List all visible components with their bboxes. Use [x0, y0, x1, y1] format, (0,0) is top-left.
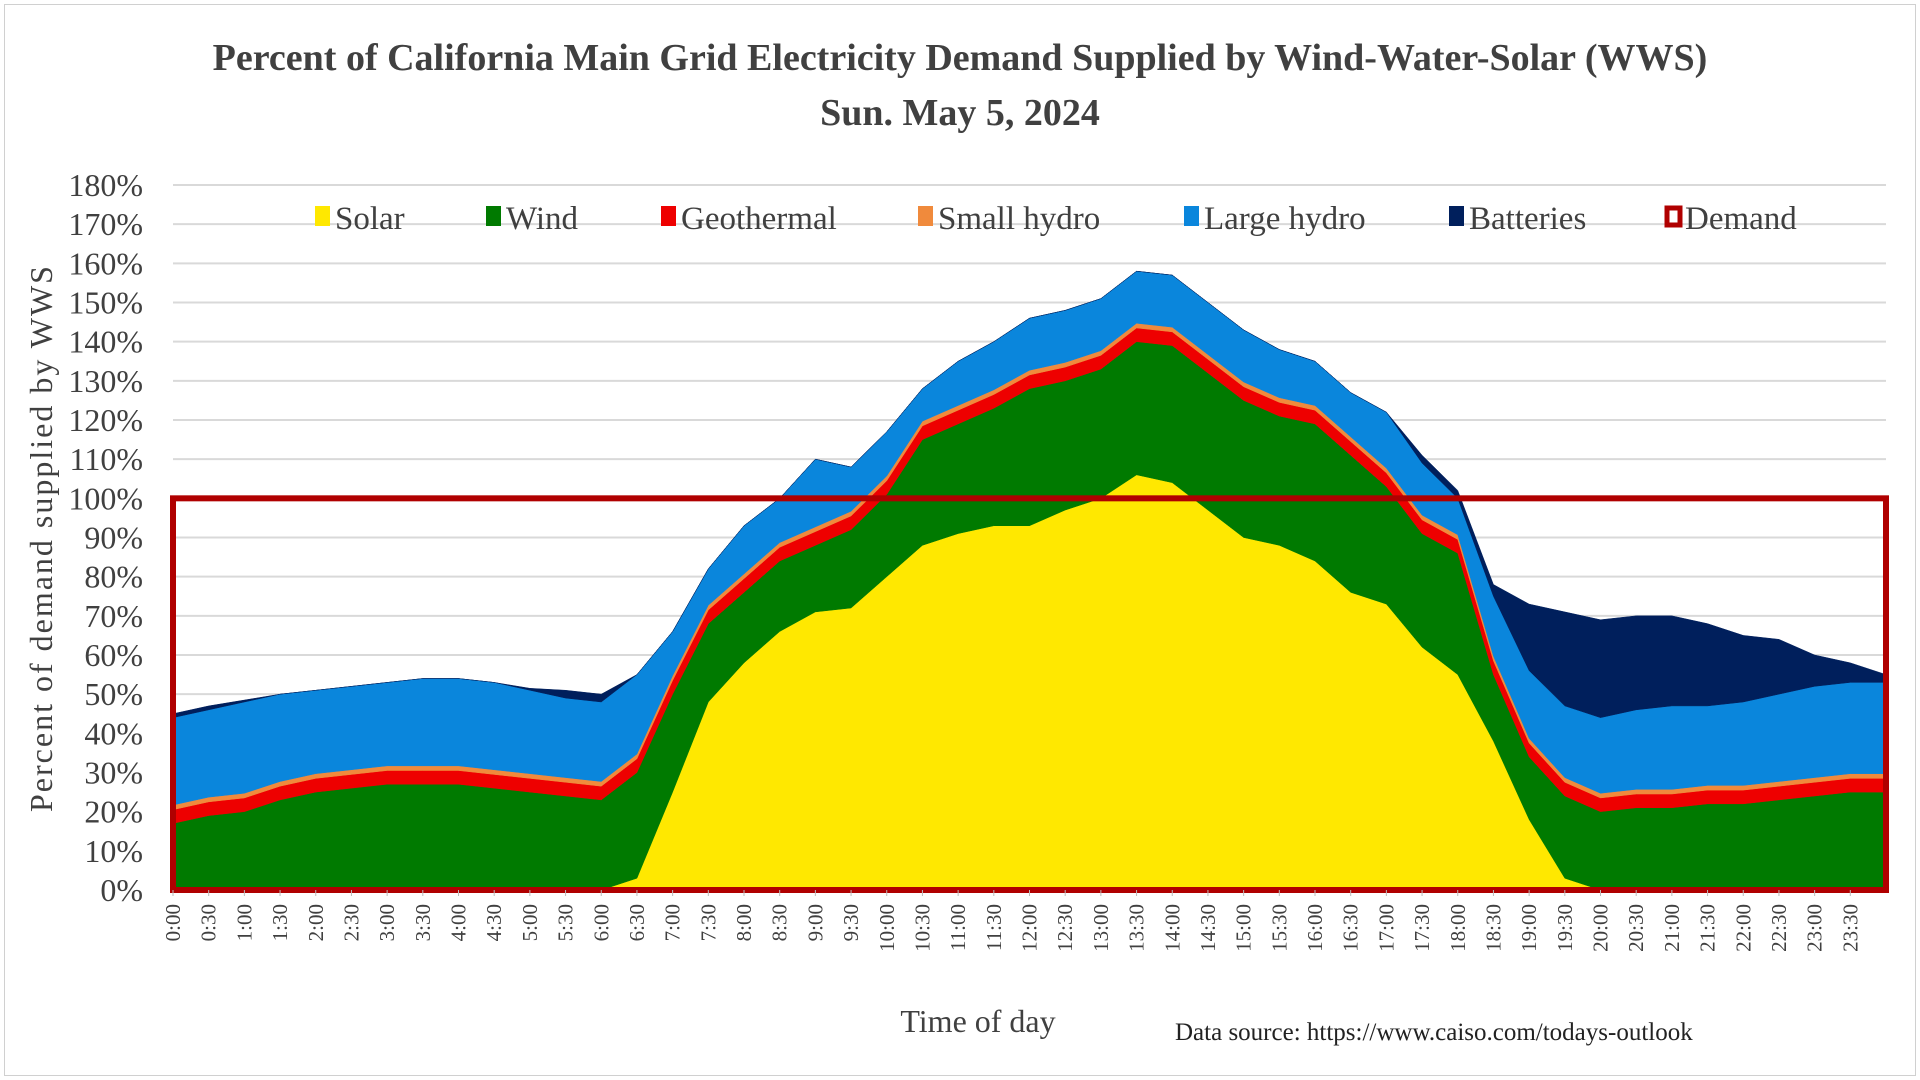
x-tick-label: 12:00 [1018, 904, 1042, 952]
x-tick-label: 18:30 [1481, 904, 1505, 952]
x-tick-label: 21:30 [1696, 904, 1720, 952]
y-tick-label: 30% [84, 755, 143, 791]
x-tick-label: 20:30 [1624, 904, 1648, 952]
y-tick-label: 70% [84, 598, 143, 634]
x-tick-label: 0:00 [161, 904, 185, 941]
y-tick-label: 120% [68, 402, 143, 438]
x-tick-label: 10:30 [910, 904, 934, 952]
x-tick-label: 6:30 [625, 904, 649, 941]
y-tick-label: 100% [68, 480, 143, 516]
y-tick-label: 150% [68, 285, 143, 321]
legend-label: Small hydro [938, 201, 1100, 237]
legend-label: Batteries [1469, 201, 1586, 237]
x-tick-label: 13:30 [1125, 904, 1149, 952]
chart-frame [4, 4, 1916, 1076]
legend-label: Demand [1685, 201, 1797, 237]
legend: Solar Wind Geothermal Small hydro Large hydr… [315, 201, 1797, 237]
x-tick-label: 22:30 [1767, 904, 1791, 952]
x-tick-label: 0:30 [197, 904, 221, 941]
chart-title: Percent of California Main Grid Electric… [213, 37, 1708, 79]
y-tick-label: 10% [84, 833, 143, 869]
y-tick-label: 130% [68, 363, 143, 399]
x-tick-label: 5:30 [554, 904, 578, 941]
legend-swatch-batteries [1449, 206, 1464, 226]
x-tick-label: 3:00 [375, 904, 399, 941]
y-tick-label: 50% [84, 676, 143, 712]
series-areas [170, 270, 1889, 893]
x-tick-label: 2:00 [304, 904, 328, 941]
chart-subtitle: Sun. May 5, 2024 [820, 92, 1100, 134]
x-tick-label: 23:00 [1803, 904, 1827, 952]
x-tick-label: 19:00 [1517, 904, 1541, 952]
y-tick-label: 160% [68, 245, 143, 281]
x-tick-label: 1:30 [268, 904, 292, 941]
y-tick-label: 40% [84, 715, 143, 751]
x-tick-label: 1:00 [232, 904, 256, 941]
legend-swatch-small-hydro [918, 206, 933, 226]
y-tick-label: 90% [84, 520, 143, 556]
x-tick-label: 16:30 [1339, 904, 1363, 952]
x-tick-label: 17:30 [1410, 904, 1434, 952]
legend-label: Solar [335, 201, 405, 237]
x-tick-label: 6:00 [589, 904, 613, 941]
legend-label: Geothermal [681, 201, 837, 237]
x-tick-label: 17:00 [1374, 904, 1398, 952]
legend-label: Large hydro [1204, 201, 1366, 237]
x-tick-label: 14:00 [1160, 904, 1184, 952]
x-tick-label: 21:00 [1660, 904, 1684, 952]
x-tick-label: 19:30 [1553, 904, 1577, 952]
x-tick-label: 10:00 [875, 904, 899, 952]
y-tick-label: 80% [84, 559, 143, 595]
y-tick-label: 60% [84, 637, 143, 673]
x-tick-label: 12:30 [1053, 904, 1077, 952]
legend-swatch-geothermal [661, 206, 676, 226]
x-tick-label: 3:30 [411, 904, 435, 941]
x-axis-ticks: 0:00 0:30 1:00 1:30 2:00 2:30 3:00 3:30 4:00 4:30… [161, 890, 1862, 952]
y-tick-label: 110% [70, 441, 143, 477]
y-tick-label: 140% [68, 324, 143, 360]
legend-swatch-wind [486, 206, 501, 226]
legend-swatch-demand [1664, 205, 1683, 228]
x-tick-label: 4:00 [447, 904, 471, 941]
x-tick-label: 13:00 [1089, 904, 1113, 952]
y-tick-label: 20% [84, 794, 143, 830]
x-tick-label: 15:00 [1232, 904, 1256, 952]
x-tick-label: 7:30 [696, 904, 720, 941]
x-tick-label: 16:00 [1303, 904, 1327, 952]
data-source: Data source: https://www.caiso.com/today… [1175, 1019, 1693, 1046]
x-tick-label: 18:00 [1446, 904, 1470, 952]
x-axis-label: Time of day [900, 1003, 1055, 1039]
x-tick-label: 23:30 [1838, 904, 1862, 952]
legend-swatch-solar [315, 206, 330, 226]
y-axis-ticks: 0%10%20%30% 40%50%60%70%80%90% 100%110%120… [68, 167, 143, 908]
x-tick-label: 5:00 [518, 904, 542, 941]
x-tick-label: 11:00 [946, 904, 970, 951]
x-tick-label: 14:30 [1196, 904, 1220, 952]
x-tick-label: 8:30 [768, 904, 792, 941]
y-axis-label: Percent of demand supplied by WWS [23, 264, 59, 812]
y-tick-label: 170% [68, 206, 143, 242]
x-tick-label: 9:00 [803, 904, 827, 941]
x-tick-label: 4:30 [482, 904, 506, 941]
x-tick-label: 8:00 [732, 904, 756, 941]
y-tick-label: 180% [68, 167, 143, 203]
legend-swatch-large-hydro [1184, 206, 1199, 226]
x-tick-label: 9:30 [839, 904, 863, 941]
x-tick-label: 11:30 [982, 904, 1006, 951]
x-tick-label: 2:30 [339, 904, 363, 941]
x-tick-label: 7:00 [661, 904, 685, 941]
y-tick-label: 0% [100, 872, 143, 908]
x-tick-label: 20:00 [1589, 904, 1613, 952]
legend-label: Wind [506, 201, 578, 237]
x-tick-label: 15:30 [1267, 904, 1291, 952]
x-tick-label: 22:00 [1731, 904, 1755, 952]
